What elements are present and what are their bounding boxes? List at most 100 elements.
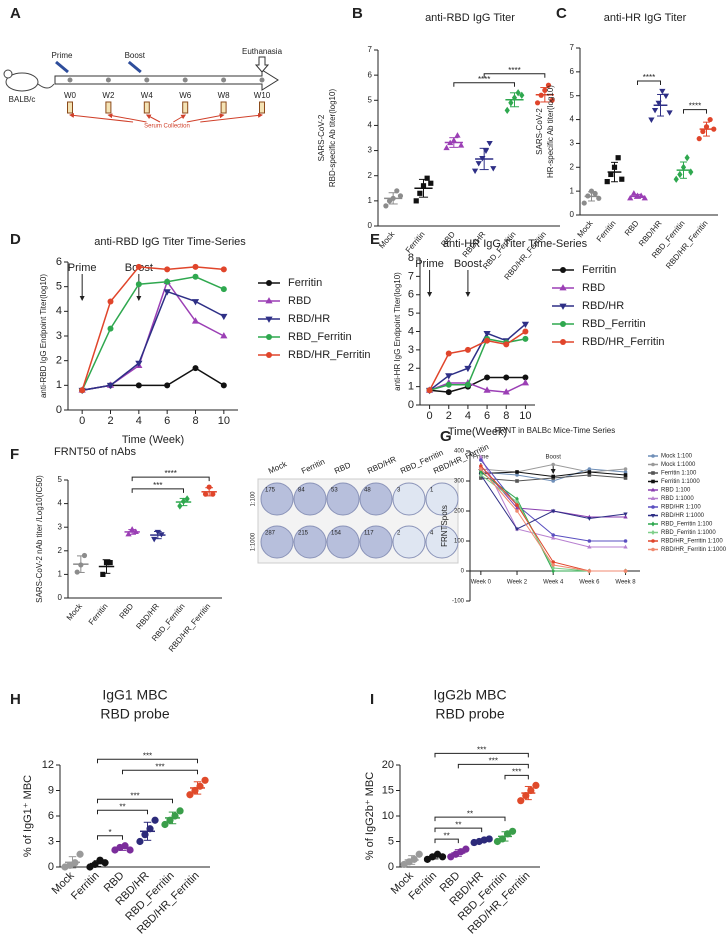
y-tick-label: 6 (56, 256, 62, 268)
legend-marker (265, 297, 273, 304)
data-point (478, 454, 484, 459)
chart-title: IgG2b MBC (433, 687, 506, 703)
data-point (107, 560, 113, 566)
data-point (164, 278, 171, 285)
data-point (79, 387, 86, 394)
data-point (515, 496, 519, 502)
data-point (426, 387, 433, 394)
data-point (220, 313, 228, 321)
y-tick-label: 4 (570, 115, 575, 124)
data-point (220, 332, 228, 339)
data-point (191, 299, 200, 306)
significance-label: *** (143, 751, 152, 760)
significance-bracket (683, 109, 707, 114)
series-line (82, 290, 225, 392)
plate-well (293, 482, 327, 516)
data-point (619, 176, 625, 182)
plate-count: 117 (364, 531, 374, 537)
panel-letter: A (10, 5, 21, 22)
data-point (587, 470, 592, 474)
boost-label: Boost (125, 51, 146, 60)
data-point (666, 110, 673, 116)
legend-label: Mock 1:100 (661, 454, 693, 460)
x-tick-label: 0 (427, 410, 433, 422)
timepoint (144, 77, 150, 83)
y-axis-label: anti-HR IgG Endpoint Titer(log10) (393, 272, 402, 391)
data-point (101, 859, 109, 867)
plate-column-label: Mock (267, 459, 289, 476)
data-point (443, 144, 450, 151)
data-point (508, 827, 517, 835)
significance-label: **** (689, 102, 701, 111)
plate-count: 3 (397, 488, 401, 494)
data-point (696, 136, 702, 142)
data-point (587, 569, 592, 573)
y-tick-label: 3 (48, 835, 54, 847)
y-tick-label: 6 (408, 289, 414, 301)
y-tick-label: 0 (58, 593, 63, 602)
x-tick-label: Mock (65, 601, 85, 622)
data-point (136, 837, 144, 846)
data-point (76, 850, 84, 858)
y-tick-label: 8 (408, 252, 414, 264)
y-tick-label: 1 (408, 381, 414, 393)
plate-well (260, 525, 294, 559)
dilution-label: 1:100 (251, 491, 257, 507)
y-tick-label: 2 (570, 162, 575, 171)
data-point (475, 161, 482, 167)
plate-count: 4 (430, 531, 434, 537)
legend-label: RBD/HR 1:100 (661, 505, 701, 511)
timepoint (182, 77, 188, 83)
chart-title: anti-HR IgG Titer Time-Series (443, 238, 588, 250)
data-point (503, 341, 510, 348)
y-axis-label: FRNTSpots (440, 505, 449, 547)
data-point (192, 273, 199, 280)
data-point (428, 180, 434, 186)
x-tick-label: Ferritin (87, 602, 110, 627)
data-point (623, 539, 628, 543)
data-point (483, 330, 491, 338)
data-point (581, 200, 587, 206)
legend-label: RBD/HR 1:1000 (661, 513, 705, 519)
x-tick-label: 8 (503, 410, 509, 422)
data-point (515, 470, 519, 474)
y-tick-label: 6 (570, 67, 575, 76)
legend-marker (559, 284, 567, 291)
significance-bracket (434, 752, 529, 758)
series-line (82, 280, 225, 392)
y-tick-label: 4 (56, 305, 62, 317)
data-point (191, 317, 200, 324)
data-point (161, 820, 169, 829)
x-tick-label: 4 (465, 410, 471, 422)
data-point (623, 470, 628, 474)
data-point (515, 503, 519, 507)
x-tick-label: Week 8 (615, 580, 636, 586)
significance-label: *** (130, 791, 139, 800)
data-point (641, 194, 648, 201)
x-tick-label: RBD (118, 602, 136, 621)
data-point (623, 473, 628, 477)
legend-marker (651, 539, 655, 543)
y-tick-label: 5 (368, 95, 373, 104)
significance-label: ** (455, 820, 461, 829)
plate-well (425, 482, 459, 516)
data-point (462, 845, 470, 853)
x-tick-label: 0 (79, 415, 85, 427)
significance-label: **** (643, 73, 655, 82)
data-point (502, 388, 510, 395)
significance-label: **** (164, 469, 176, 478)
y-tick-label: 3 (58, 522, 63, 531)
data-point (479, 467, 483, 471)
y-tick-label: 6 (48, 810, 54, 822)
significance-label: **** (508, 66, 520, 75)
y-tick-label: 7 (408, 270, 414, 282)
data-point (135, 263, 142, 270)
legend-label: RBD_Ferritin (288, 331, 352, 343)
y-tick-label: 2 (368, 171, 373, 180)
legend-label: Mock 1:1000 (661, 462, 696, 468)
y-axis-label: anti-RBD IgG Endpoint Titer(log10) (39, 274, 48, 398)
week-label: W2 (102, 91, 115, 100)
legend-marker (559, 303, 567, 310)
serum-arrow (69, 112, 134, 123)
plate-well (392, 482, 426, 516)
